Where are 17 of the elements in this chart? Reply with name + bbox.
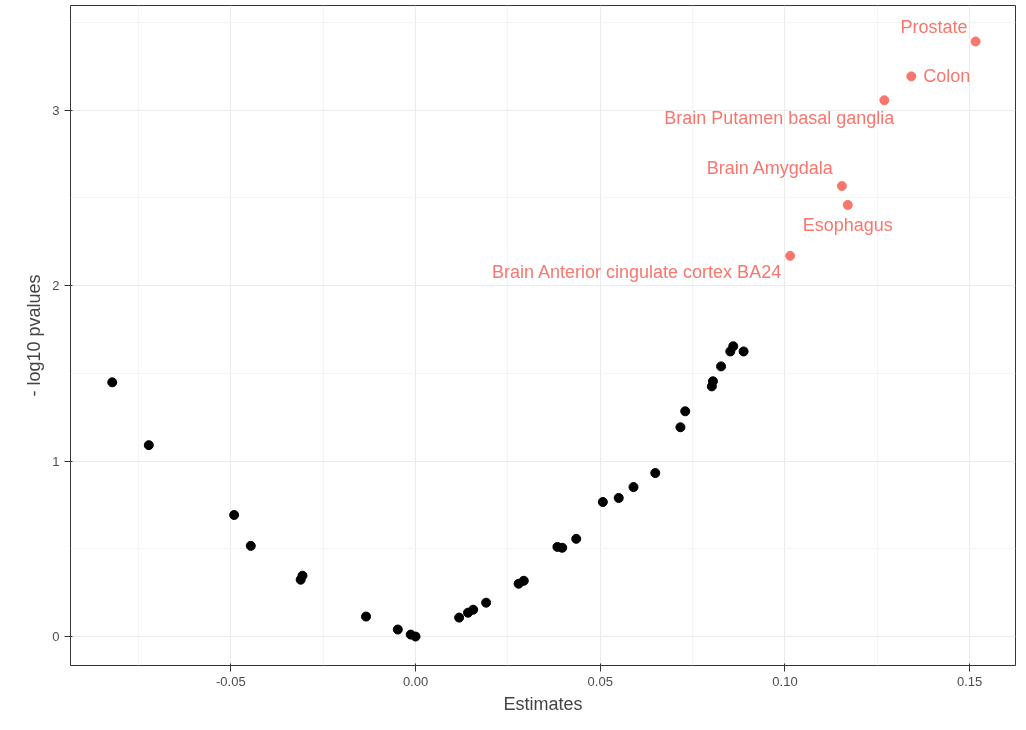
annotation: Colon [923, 66, 971, 87]
x-tick-label: 0.10 [772, 673, 798, 689]
y-tick-label: 3 [52, 102, 60, 118]
annotation: Esophagus [802, 214, 893, 235]
x-axis-title: Estimates [503, 693, 583, 714]
y-axis-title: - log10 pvalues [24, 274, 45, 397]
annotation: Brain Anterior cingulate cortex BA24 [491, 261, 782, 282]
annotation: Brain Putamen basal ganglia [664, 108, 896, 129]
annotation: Brain Amygdala [706, 158, 834, 179]
y-tick-label: 2 [52, 278, 60, 294]
x-tick-label: 0.00 [402, 673, 429, 689]
x-tick-label: -0.05 [216, 673, 246, 689]
y-tick-label: 1 [52, 453, 60, 469]
x-tick-label: 0.05 [587, 673, 613, 689]
x-tick-label: 0.15 [957, 673, 983, 689]
y-tick-label: 0 [52, 629, 60, 645]
annotation: Prostate [900, 17, 968, 38]
